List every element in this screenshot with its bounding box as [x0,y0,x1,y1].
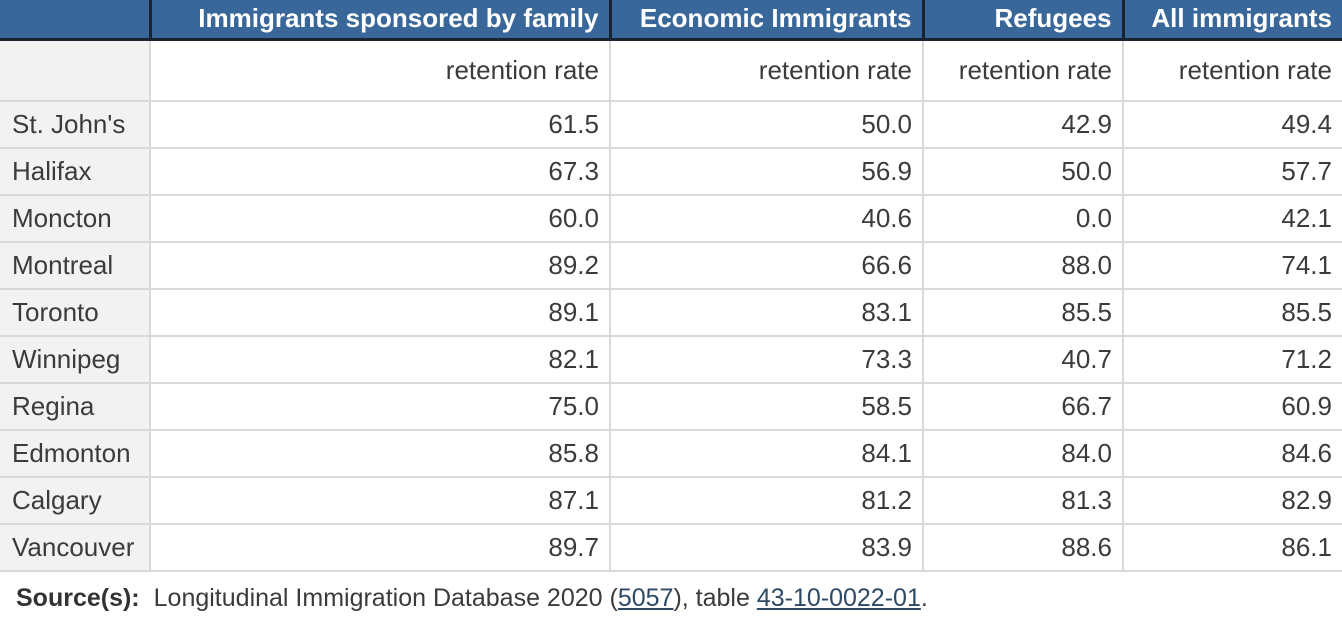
column-header-family: Immigrants sponsored by family [150,0,612,41]
value-cell: 60.0 [150,195,611,243]
stub-subheader-cell [0,39,151,102]
value-cell: 85.5 [1123,289,1342,337]
city-label: Toronto [0,289,151,337]
city-label: Montreal [0,242,151,290]
survey-number-link[interactable]: 5057 [617,584,674,612]
value-cell: 42.1 [1123,195,1342,243]
source-note: Source(s): Longitudinal Immigration Datab… [16,584,1342,613]
value-cell: 89.2 [150,242,611,290]
value-cell: 49.4 [1123,101,1342,149]
source-label: Source(s): [16,584,140,612]
value-cell: 83.1 [610,289,924,337]
value-cell: 60.9 [1123,383,1342,431]
table-row: St. John's 61.5 50.0 42.9 49.4 [0,101,1342,149]
value-cell: 88.0 [923,242,1124,290]
city-label: Moncton [0,195,151,243]
value-cell: 42.9 [923,101,1124,149]
value-cell: 84.6 [1123,430,1342,478]
subheader-retention-rate: retention rate [610,39,924,102]
value-cell: 87.1 [150,477,611,525]
value-cell: 71.2 [1123,336,1342,384]
column-header-all: All immigrants [1123,0,1342,41]
city-label: Winnipeg [0,336,151,384]
value-cell: 56.9 [610,148,924,196]
table-row: Vancouver 89.7 83.9 88.6 86.1 [0,524,1342,572]
table-subheader-row: retention rate retention rate retention … [0,39,1342,102]
city-label: Regina [0,383,151,431]
value-cell: 61.5 [150,101,611,149]
table-number-link[interactable]: 43-10-0022-01 [756,584,921,612]
value-cell: 58.5 [610,383,924,431]
column-header-economic: Economic Immigrants [610,0,925,41]
value-cell: 50.0 [610,101,924,149]
retention-rate-table: Immigrants sponsored by family Economic … [0,0,1342,572]
source-text: Longitudinal Immigration Database 2020 ( [153,584,618,612]
column-header-refugees: Refugees [923,0,1125,41]
city-label: Calgary [0,477,151,525]
value-cell: 83.9 [610,524,924,572]
table-row: Halifax 67.3 56.9 50.0 57.7 [0,148,1342,196]
subheader-retention-rate: retention rate [1123,39,1342,102]
value-cell: 67.3 [150,148,611,196]
stub-header-cell [0,0,152,41]
subheader-retention-rate: retention rate [923,39,1124,102]
value-cell: 66.6 [610,242,924,290]
value-cell: 40.7 [923,336,1124,384]
value-cell: 73.3 [610,336,924,384]
value-cell: 85.5 [923,289,1124,337]
value-cell: 89.7 [150,524,611,572]
subheader-retention-rate: retention rate [150,39,611,102]
table-row: Winnipeg 82.1 73.3 40.7 71.2 [0,336,1342,384]
value-cell: 86.1 [1123,524,1342,572]
value-cell: 81.2 [610,477,924,525]
table-row: Edmonton 85.8 84.1 84.0 84.6 [0,430,1342,478]
city-label: Edmonton [0,430,151,478]
value-cell: 85.8 [150,430,611,478]
table-row: Toronto 89.1 83.1 85.5 85.5 [0,289,1342,337]
city-label: St. John's [0,101,151,149]
city-label: Vancouver [0,524,151,572]
value-cell: 88.6 [923,524,1124,572]
value-cell: 81.3 [923,477,1124,525]
value-cell: 84.1 [610,430,924,478]
value-cell: 74.1 [1123,242,1342,290]
value-cell: 57.7 [1123,148,1342,196]
table-row: Montreal 89.2 66.6 88.0 74.1 [0,242,1342,290]
city-label: Halifax [0,148,151,196]
value-cell: 0.0 [923,195,1124,243]
value-cell: 50.0 [923,148,1124,196]
value-cell: 82.9 [1123,477,1342,525]
table-header-row: Immigrants sponsored by family Economic … [0,0,1342,41]
table-row: Calgary 87.1 81.2 81.3 82.9 [0,477,1342,525]
value-cell: 89.1 [150,289,611,337]
value-cell: 82.1 [150,336,611,384]
source-text: . [920,584,928,612]
source-text: ), table [673,584,757,612]
table-row: Regina 75.0 58.5 66.7 60.9 [0,383,1342,431]
value-cell: 66.7 [923,383,1124,431]
table-row: Moncton 60.0 40.6 0.0 42.1 [0,195,1342,243]
value-cell: 40.6 [610,195,924,243]
value-cell: 84.0 [923,430,1124,478]
value-cell: 75.0 [150,383,611,431]
